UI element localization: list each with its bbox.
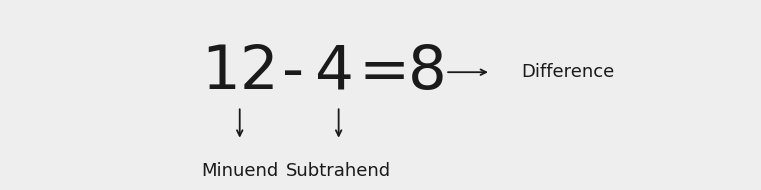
Text: Minuend: Minuend xyxy=(201,162,279,180)
Text: =: = xyxy=(358,43,410,102)
Text: 8: 8 xyxy=(409,43,447,102)
Text: 12: 12 xyxy=(201,43,279,102)
Text: Difference: Difference xyxy=(521,63,615,81)
Text: Subtrahend: Subtrahend xyxy=(286,162,391,180)
Text: -: - xyxy=(282,43,304,102)
Text: 4: 4 xyxy=(315,43,355,102)
